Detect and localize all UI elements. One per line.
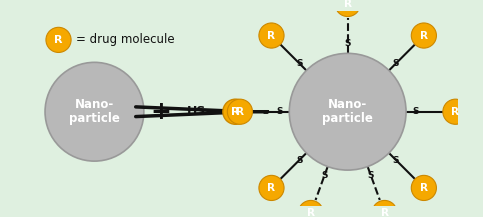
Circle shape [46,27,71,53]
Text: S: S [296,59,303,68]
Circle shape [412,23,437,48]
Text: S: S [296,156,303,164]
Circle shape [335,0,360,16]
Circle shape [45,62,144,161]
Circle shape [259,175,284,201]
Text: R: R [236,107,244,117]
Text: R: R [268,183,275,193]
Text: R: R [54,35,63,45]
Text: particle: particle [69,112,120,125]
Circle shape [443,99,468,124]
Text: particle: particle [322,112,373,125]
Text: R: R [268,31,275,41]
Text: R: R [420,31,428,41]
Circle shape [289,53,406,170]
Text: R: R [344,0,352,9]
Circle shape [227,99,253,124]
Text: S: S [393,59,399,68]
Text: S: S [413,107,419,116]
Text: R: R [307,208,315,217]
Text: +: + [150,100,171,124]
Text: R: R [452,107,459,117]
Text: Nano-: Nano- [75,98,114,111]
Text: R: R [231,107,240,117]
Circle shape [412,175,437,201]
Text: S: S [344,39,351,48]
Text: HS: HS [187,105,207,118]
Circle shape [298,201,324,217]
Text: S: S [368,171,374,181]
Text: = drug molecule: = drug molecule [76,33,175,46]
Text: R: R [420,183,428,193]
Text: S: S [276,107,283,116]
Text: Nano-: Nano- [328,98,367,111]
Circle shape [372,201,397,217]
Circle shape [259,23,284,48]
Circle shape [223,99,248,124]
Text: S: S [393,156,399,164]
Text: R: R [381,208,388,217]
Text: S: S [321,171,327,181]
